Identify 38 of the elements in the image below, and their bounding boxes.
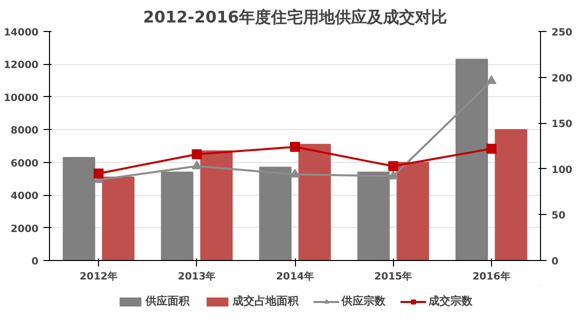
y-tick-label: 2000 xyxy=(10,224,39,235)
point xyxy=(192,160,202,170)
point xyxy=(388,161,398,172)
legend-label: 供应面积 xyxy=(146,294,190,308)
point xyxy=(486,144,496,154)
point xyxy=(94,168,104,178)
y-tick-label: 12000 xyxy=(4,60,39,72)
y-tick-label: 10000 xyxy=(4,92,39,104)
legend-label: 成交占地面积 xyxy=(232,294,298,308)
x-tick-label: 2013年 xyxy=(178,270,216,282)
bar xyxy=(102,176,134,260)
chart-title: 2012-2016年度住宅用地供应及成交对比 xyxy=(143,8,447,26)
point xyxy=(192,149,202,160)
y2-tick-label: 50 xyxy=(552,210,566,222)
y2-tick-label: 250 xyxy=(552,28,572,38)
x-tick-label: 2015年 xyxy=(374,270,412,282)
x-tick-label: 2016年 xyxy=(472,270,510,282)
bar xyxy=(200,150,233,260)
point xyxy=(290,142,300,152)
x-tick-label: 2014年 xyxy=(276,270,314,282)
bar xyxy=(396,162,430,260)
legend-label: 成交宗数 xyxy=(428,294,472,308)
y-tick-label: 14000 xyxy=(4,28,39,38)
y-tick-label: 0 xyxy=(32,256,39,268)
y-tick-label: 4000 xyxy=(10,191,39,202)
bar xyxy=(494,129,528,260)
y2-tick-label: 200 xyxy=(552,73,572,84)
y2-tick-label: 150 xyxy=(552,119,572,130)
point xyxy=(290,168,300,178)
y2-tick-label: 0 xyxy=(552,256,558,268)
point xyxy=(388,170,398,180)
y-tick-label: 6000 xyxy=(10,158,39,170)
y-tick-label: 8000 xyxy=(10,126,39,137)
y2-tick-label: 100 xyxy=(552,164,572,176)
point xyxy=(486,75,496,84)
legend-label: 供应宗数 xyxy=(342,294,386,308)
bar xyxy=(298,144,331,260)
x-tick-label: 2012年 xyxy=(80,270,118,282)
